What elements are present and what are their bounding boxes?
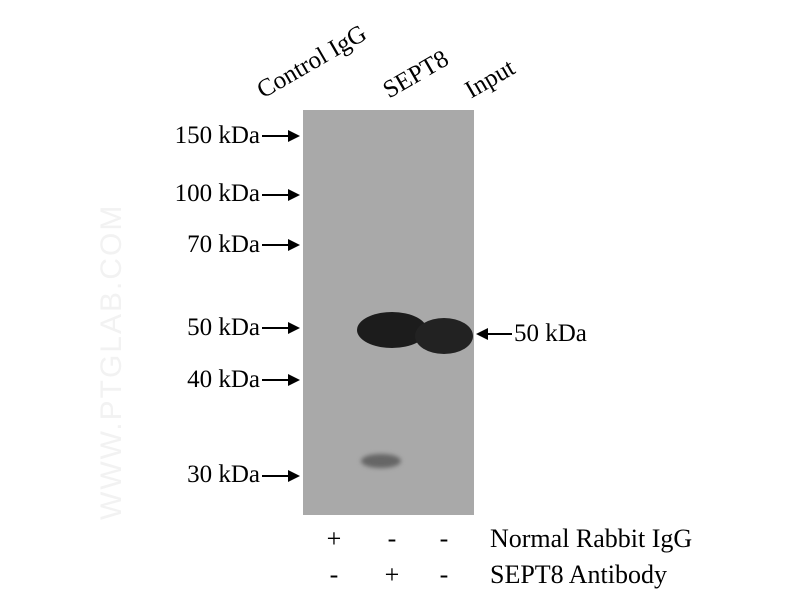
sign: -: [439, 560, 449, 589]
condition-label-normal-rabbit-igg: Normal Rabbit IgG: [490, 524, 693, 553]
sign: -: [329, 560, 339, 589]
marker-150: 150 kDa: [174, 122, 260, 149]
lane-label-input: Input: [460, 54, 520, 104]
arrow-right-icon: [262, 322, 300, 334]
marker-40: 40 kDa: [187, 366, 260, 393]
arrow-right-icon: [262, 130, 300, 142]
arrow-right-icon: [262, 239, 300, 251]
sign: +: [384, 560, 400, 589]
arrow-right-icon: [262, 189, 300, 201]
band-input-50kda: [415, 318, 473, 354]
blot-membrane: [303, 110, 474, 515]
sign: -: [387, 524, 397, 553]
marker-70: 70 kDa: [187, 231, 260, 258]
arrow-right-icon: [262, 470, 300, 482]
condition-label-sept8-antibody: SEPT8 Antibody: [490, 560, 667, 589]
target-band-label: 50 kDa: [514, 320, 587, 347]
sign: +: [326, 524, 342, 553]
marker-50: 50 kDa: [187, 314, 260, 341]
lane-label-control-igg: Control IgG: [252, 19, 372, 105]
watermark: WWW.PTGLAB.COM: [95, 203, 128, 520]
sign: -: [439, 524, 449, 553]
marker-30: 30 kDa: [187, 461, 260, 488]
arrow-left-icon: [476, 328, 512, 340]
lane-label-sept8: SEPT8: [378, 45, 454, 104]
band-sept8-30kda: [361, 454, 401, 468]
arrow-right-icon: [262, 374, 300, 386]
marker-100: 100 kDa: [174, 180, 260, 207]
